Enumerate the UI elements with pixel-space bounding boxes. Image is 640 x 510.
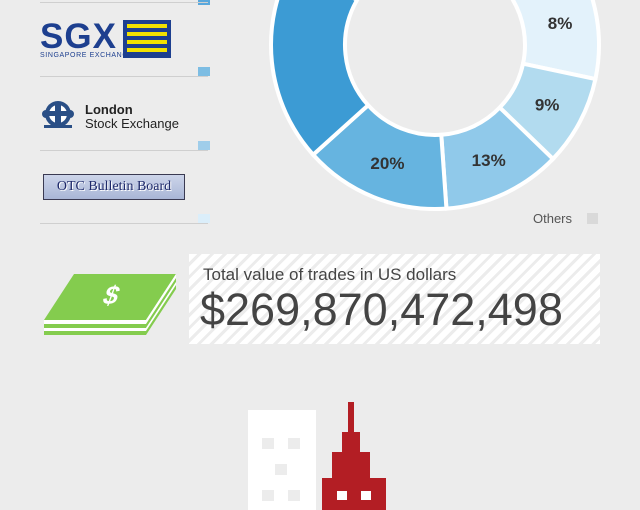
sgx-logo-text: SGX [40, 17, 117, 56]
trades-label: Total value of trades in US dollars [203, 265, 457, 284]
donut-slice-label: 13% [472, 151, 506, 170]
lse-legend-swatch [198, 141, 210, 150]
money-stack-icon: $ [44, 274, 176, 335]
donut-slice-label: 9% [535, 96, 560, 115]
others-legend-swatch [587, 213, 598, 224]
otc-logo: OTC Bulletin Board [43, 174, 185, 200]
donut-slice-label: 8% [548, 14, 573, 33]
sgx-logo-subtitle: SINGAPORE EXCHANGE [40, 52, 134, 59]
top-divider [40, 2, 208, 3]
donut-chart: 8% 9% 13% 20% [269, 0, 601, 211]
donut-slice [269, 0, 371, 158]
buildings-icon [248, 402, 386, 510]
lse-divider [40, 150, 208, 151]
lse-crest-icon [42, 101, 74, 128]
otc-divider [40, 223, 208, 224]
lse-logo-subtitle: Stock Exchange [85, 116, 179, 131]
trades-panel [189, 254, 600, 344]
sgx-divider [40, 76, 208, 77]
donut-slice-label: 20% [370, 154, 404, 173]
lse-logo-title: London [85, 102, 133, 117]
others-legend-label: Others [533, 211, 573, 226]
sgx-legend-swatch [198, 67, 210, 76]
sgx-stripes-icon [123, 20, 171, 58]
otc-legend-swatch [198, 214, 210, 223]
trades-value: $269,870,472,498 [200, 284, 563, 335]
